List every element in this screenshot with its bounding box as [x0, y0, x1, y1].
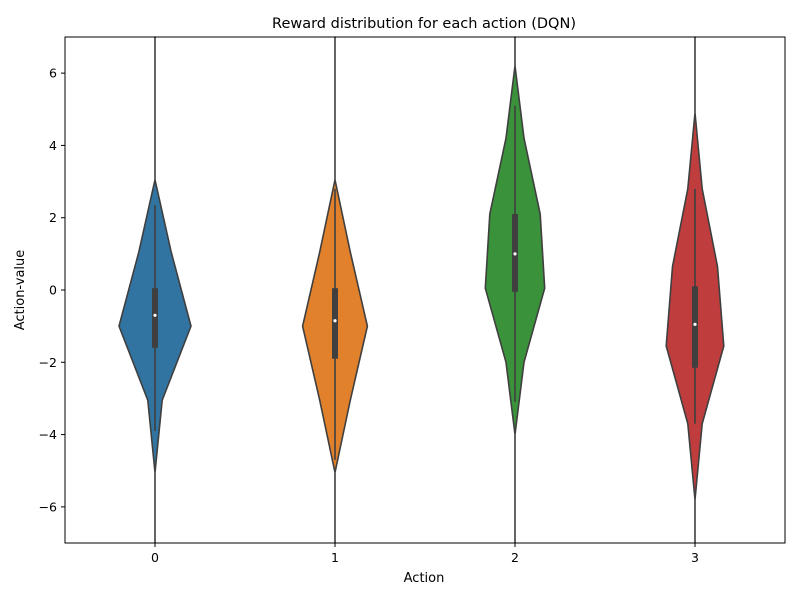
- y-tick-label: 6: [49, 66, 57, 81]
- y-tick-label: −6: [39, 499, 57, 514]
- violin-2: [484, 36, 546, 544]
- y-axis: −6 −4 −2 0 2 4 6: [39, 66, 65, 514]
- violin-0: [118, 36, 192, 544]
- violin-iqr-box-0: [152, 288, 158, 348]
- x-tick-label: 2: [511, 550, 519, 565]
- x-tick-label: 3: [691, 550, 699, 565]
- violin-median-2: [513, 252, 517, 256]
- y-axis-label: Action-value: [13, 250, 28, 331]
- x-axis-label: Action: [404, 571, 445, 586]
- chart-title: Reward distribution for each action (DQN…: [272, 16, 576, 32]
- violin-median-0: [153, 313, 157, 317]
- violin-iqr-box-1: [332, 288, 338, 359]
- violin-3: [665, 36, 725, 544]
- y-tick-label: 4: [49, 138, 57, 153]
- x-tick-label: 0: [151, 550, 159, 565]
- y-tick-label: −2: [39, 355, 57, 370]
- violin-median-1: [333, 319, 337, 323]
- x-tick-label: 1: [331, 550, 339, 565]
- violins-group: [118, 36, 725, 544]
- y-tick-label: 2: [49, 210, 57, 225]
- x-axis: 0 1 2 3: [151, 543, 699, 565]
- violin-1: [301, 36, 369, 544]
- y-tick-label: 0: [49, 283, 57, 298]
- y-tick-label: −4: [39, 427, 57, 442]
- violin-median-3: [693, 322, 697, 326]
- violin-iqr-box-3: [692, 286, 698, 368]
